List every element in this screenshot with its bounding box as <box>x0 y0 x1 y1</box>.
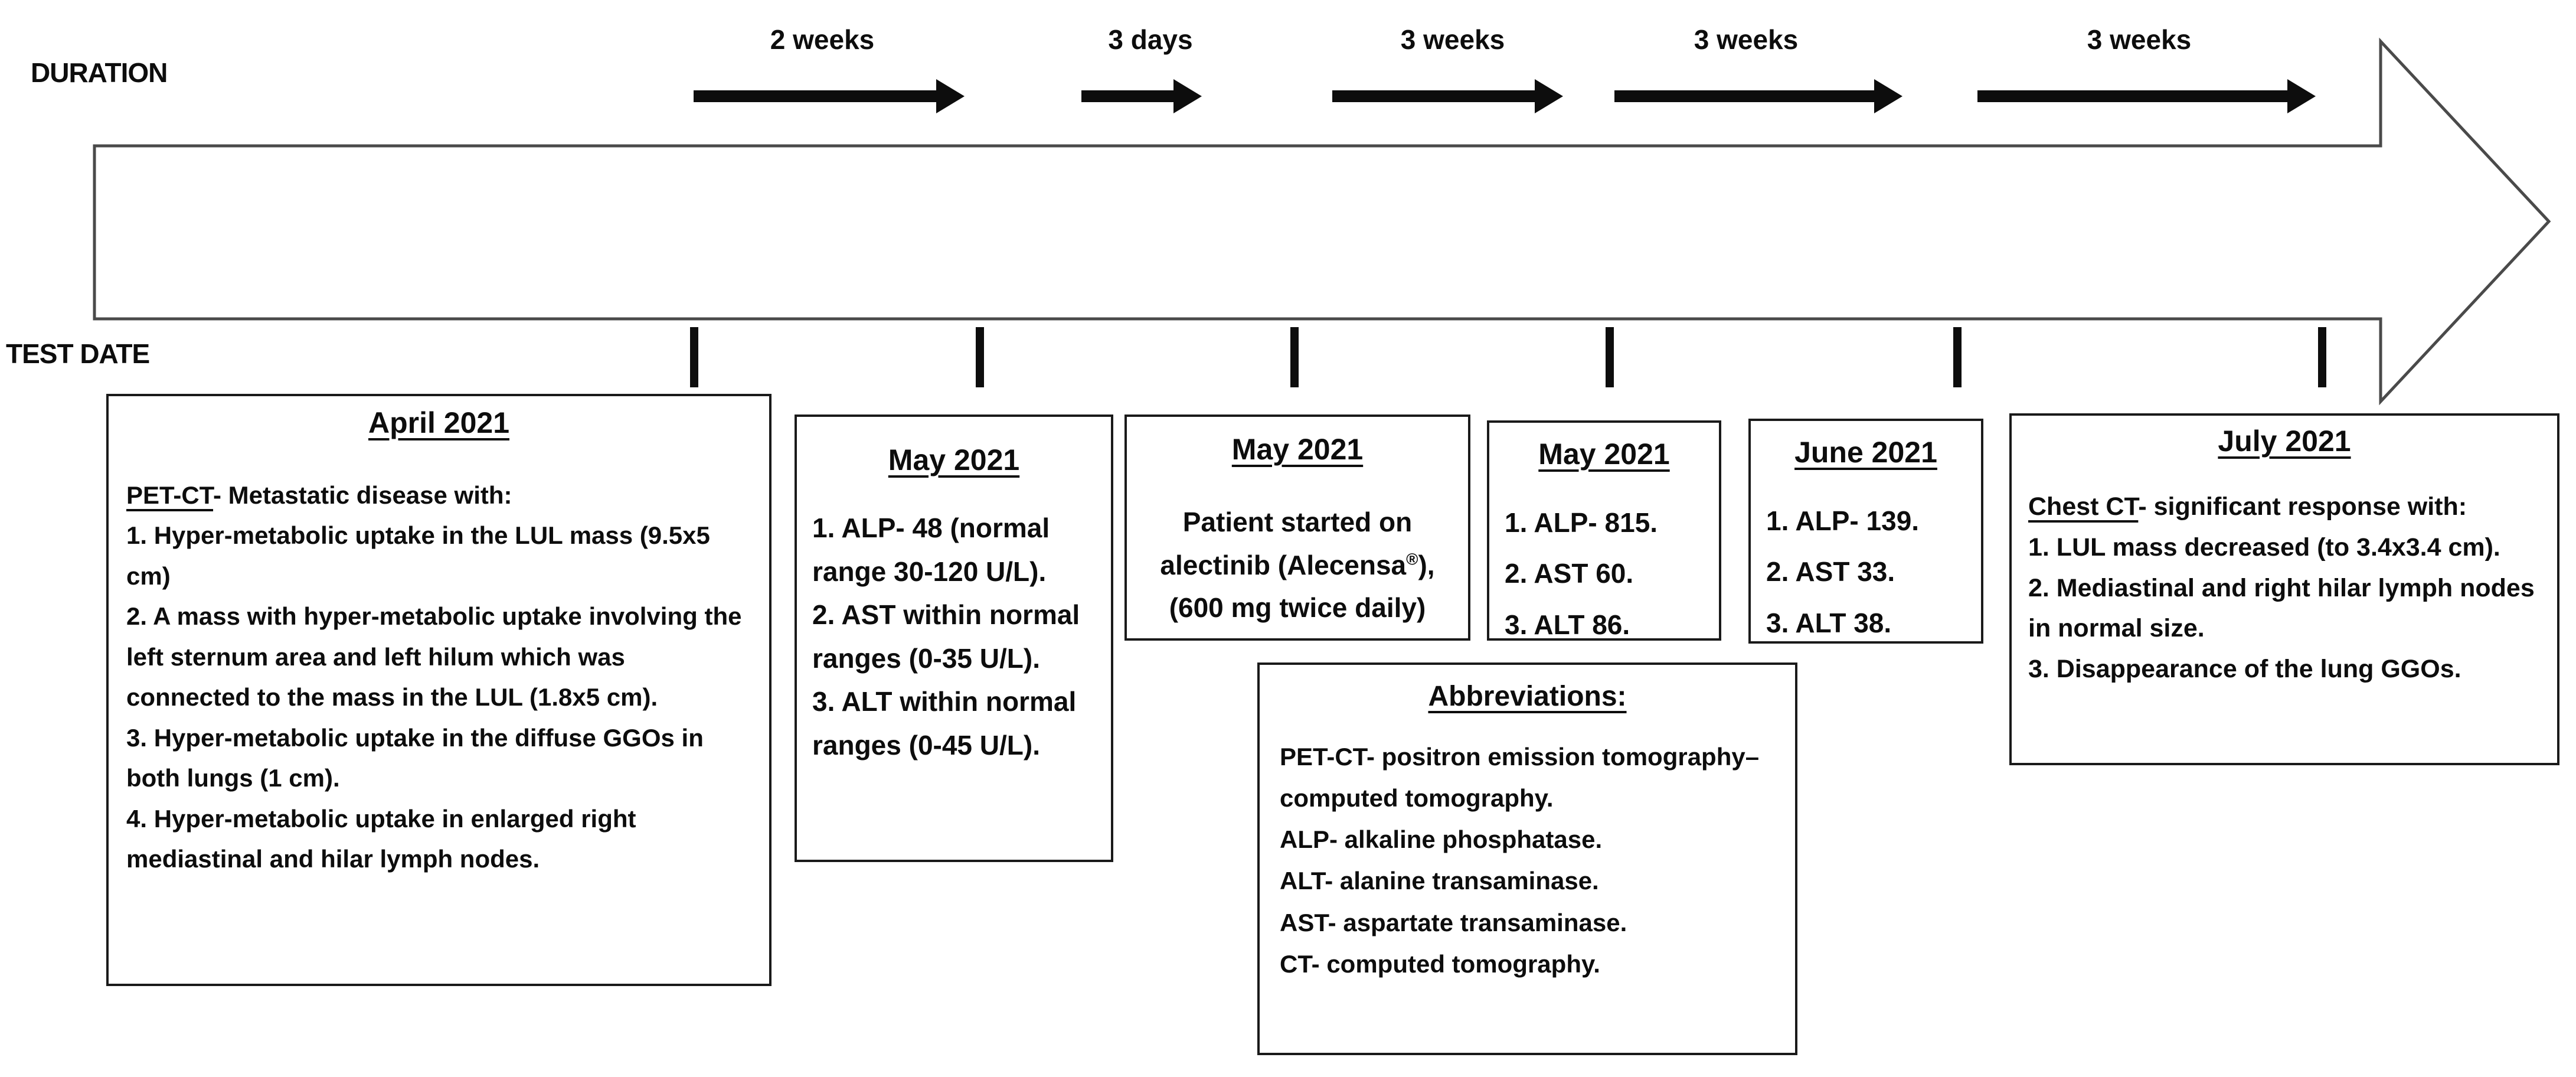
event-date: June 2021 <box>1794 436 1937 469</box>
duration-arrow <box>1614 79 1902 113</box>
event-body: 1. ALP- 48 (normal range 30-120 U/L). 2.… <box>797 507 1111 768</box>
treatment-text: Patient started on alectinib (Alecensa <box>1160 507 1413 580</box>
treatment-text: ), (600 mg twice daily) <box>1169 549 1435 624</box>
event-title: June 2021 <box>1751 435 1981 469</box>
event-title: May 2021 <box>1127 432 1468 466</box>
event-item: 3. ALT 38. <box>1766 607 1892 638</box>
arrow-head-icon <box>1173 79 1202 113</box>
event-title: May 2021 <box>1489 437 1719 471</box>
event-lead-line: PET-CT- Metastatic disease with: <box>126 475 751 515</box>
duration-arrow <box>1081 79 1202 113</box>
event-item: 1. ALP- 48 (normal range 30-120 U/L). <box>812 513 1050 587</box>
duration-arrow-shaft <box>694 90 940 102</box>
event-box-july-2021: July 2021 Chest CT- significant response… <box>2009 413 2559 765</box>
event-title: July 2021 <box>2012 424 2557 458</box>
duration-axis-label: DURATION <box>31 57 168 88</box>
event-lead-line: Chest CT- significant response with: <box>2028 487 2541 527</box>
test-date-tick <box>1606 327 1614 387</box>
arrow-head-icon <box>1874 79 1902 113</box>
event-box-april-2021: April 2021 PET-CT- Metastatic disease wi… <box>106 394 772 986</box>
event-date: April 2021 <box>368 406 509 439</box>
event-box-may-2021-labs-2: May 2021 1. ALP- 815. 2. AST 60. 3. ALT … <box>1487 420 1721 641</box>
event-item: 1. ALP- 815. <box>1505 507 1658 538</box>
test-date-tick <box>690 327 698 387</box>
event-item: 3. Hyper-metabolic uptake in the diffuse… <box>126 723 704 792</box>
event-item: 3. ALT within normal ranges (0-45 U/L). <box>812 686 1077 761</box>
timeline-arrow-shape <box>93 37 2551 406</box>
event-date: May 2021 <box>888 443 1020 477</box>
duration-label: 3 weeks <box>1400 24 1505 55</box>
event-item: 2. AST 33. <box>1766 556 1895 588</box>
duration-label: 3 weeks <box>2087 24 2192 55</box>
event-body: Chest CT- significant response with: 1. … <box>2012 487 2557 690</box>
event-item: 3. ALT 86. <box>1505 609 1630 640</box>
duration-arrow <box>694 79 965 113</box>
test-date-tick <box>976 327 984 387</box>
event-item: 2. AST within normal ranges (0-35 U/L). <box>812 599 1080 674</box>
duration-label: 3 weeks <box>1694 24 1799 55</box>
lead-rest: - Metastatic disease with: <box>213 481 512 509</box>
abbreviation-item: PET-CT- positron emission tomography–com… <box>1280 743 1760 812</box>
arrow-head-icon <box>936 79 965 113</box>
test-date-axis-label: TEST DATE <box>6 338 150 369</box>
arrow-head-icon <box>1535 79 1563 113</box>
duration-label: 3 days <box>1108 24 1193 55</box>
event-date: May 2021 <box>1538 438 1670 471</box>
abbreviations-body: PET-CT- positron emission tomography–com… <box>1260 736 1795 985</box>
event-item: 1. ALP- 139. <box>1766 505 1920 536</box>
duration-label: 2 weeks <box>770 24 875 55</box>
duration-arrow <box>1977 79 2316 113</box>
event-date: May 2021 <box>1231 433 1364 466</box>
underlined-term: PET-CT <box>126 481 214 509</box>
event-item: 3. Disappearance of the lung GGOs. <box>2028 655 2461 684</box>
event-item: 1. LUL mass decreased (to 3.4x3.4 cm). <box>2028 533 2500 562</box>
underlined-term: Chest CT <box>2028 492 2139 521</box>
event-item: 2. A mass with hyper-metabolic uptake in… <box>126 602 742 712</box>
lead-rest: - significant response with: <box>2138 492 2467 521</box>
duration-arrow-shaft <box>1081 90 1177 102</box>
abbreviation-item: AST- aspartate transaminase. <box>1280 908 1627 936</box>
abbreviation-item: ALT- alanine transaminase. <box>1280 867 1599 895</box>
event-item: 2. Mediastinal and right hilar lymph nod… <box>2028 573 2535 643</box>
event-date: July 2021 <box>2218 425 2351 458</box>
duration-arrow-shaft <box>1977 90 2291 102</box>
duration-arrow <box>1332 79 1563 113</box>
event-body: 1. ALP- 139. 2. AST 33. 3. ALT 38. <box>1751 495 1981 648</box>
event-item: 1. Hyper-metabolic uptake in the LUL mas… <box>126 521 710 590</box>
event-title: May 2021 <box>797 443 1111 477</box>
abbreviations-box: Abbreviations: PET-CT- positron emission… <box>1257 662 1797 1055</box>
test-date-tick <box>1290 327 1299 387</box>
event-item: 2. AST 60. <box>1505 558 1634 589</box>
event-item: 4. Hyper-metabolic uptake in enlarged ri… <box>126 804 636 873</box>
event-body: 1. ALP- 815. 2. AST 60. 3. ALT 86. <box>1489 497 1719 650</box>
duration-arrow-shaft <box>1614 90 1878 102</box>
abbreviations-title-text: Abbreviations: <box>1428 681 1627 712</box>
event-box-may-2021-labs: May 2021 1. ALP- 48 (normal range 30-120… <box>795 415 1113 862</box>
test-date-tick <box>2318 327 2326 387</box>
abbreviations-title: Abbreviations: <box>1260 680 1795 713</box>
test-date-tick <box>1953 327 1962 387</box>
event-title: April 2021 <box>109 406 769 440</box>
event-box-june-2021-labs: June 2021 1. ALP- 139. 2. AST 33. 3. ALT… <box>1748 419 1983 644</box>
abbreviation-item: CT- computed tomography. <box>1280 949 1600 978</box>
abbreviation-item: ALP- alkaline phosphatase. <box>1280 825 1603 854</box>
duration-arrow-shaft <box>1332 90 1538 102</box>
arrow-head-icon <box>2287 79 2316 113</box>
event-box-may-2021-treatment: May 2021 Patient started on alectinib (A… <box>1124 415 1470 641</box>
registered-trademark-icon: ® <box>1406 550 1418 569</box>
event-body: PET-CT- Metastatic disease with: 1. Hype… <box>109 475 769 880</box>
event-body: Patient started on alectinib (Alecensa®)… <box>1127 501 1468 629</box>
